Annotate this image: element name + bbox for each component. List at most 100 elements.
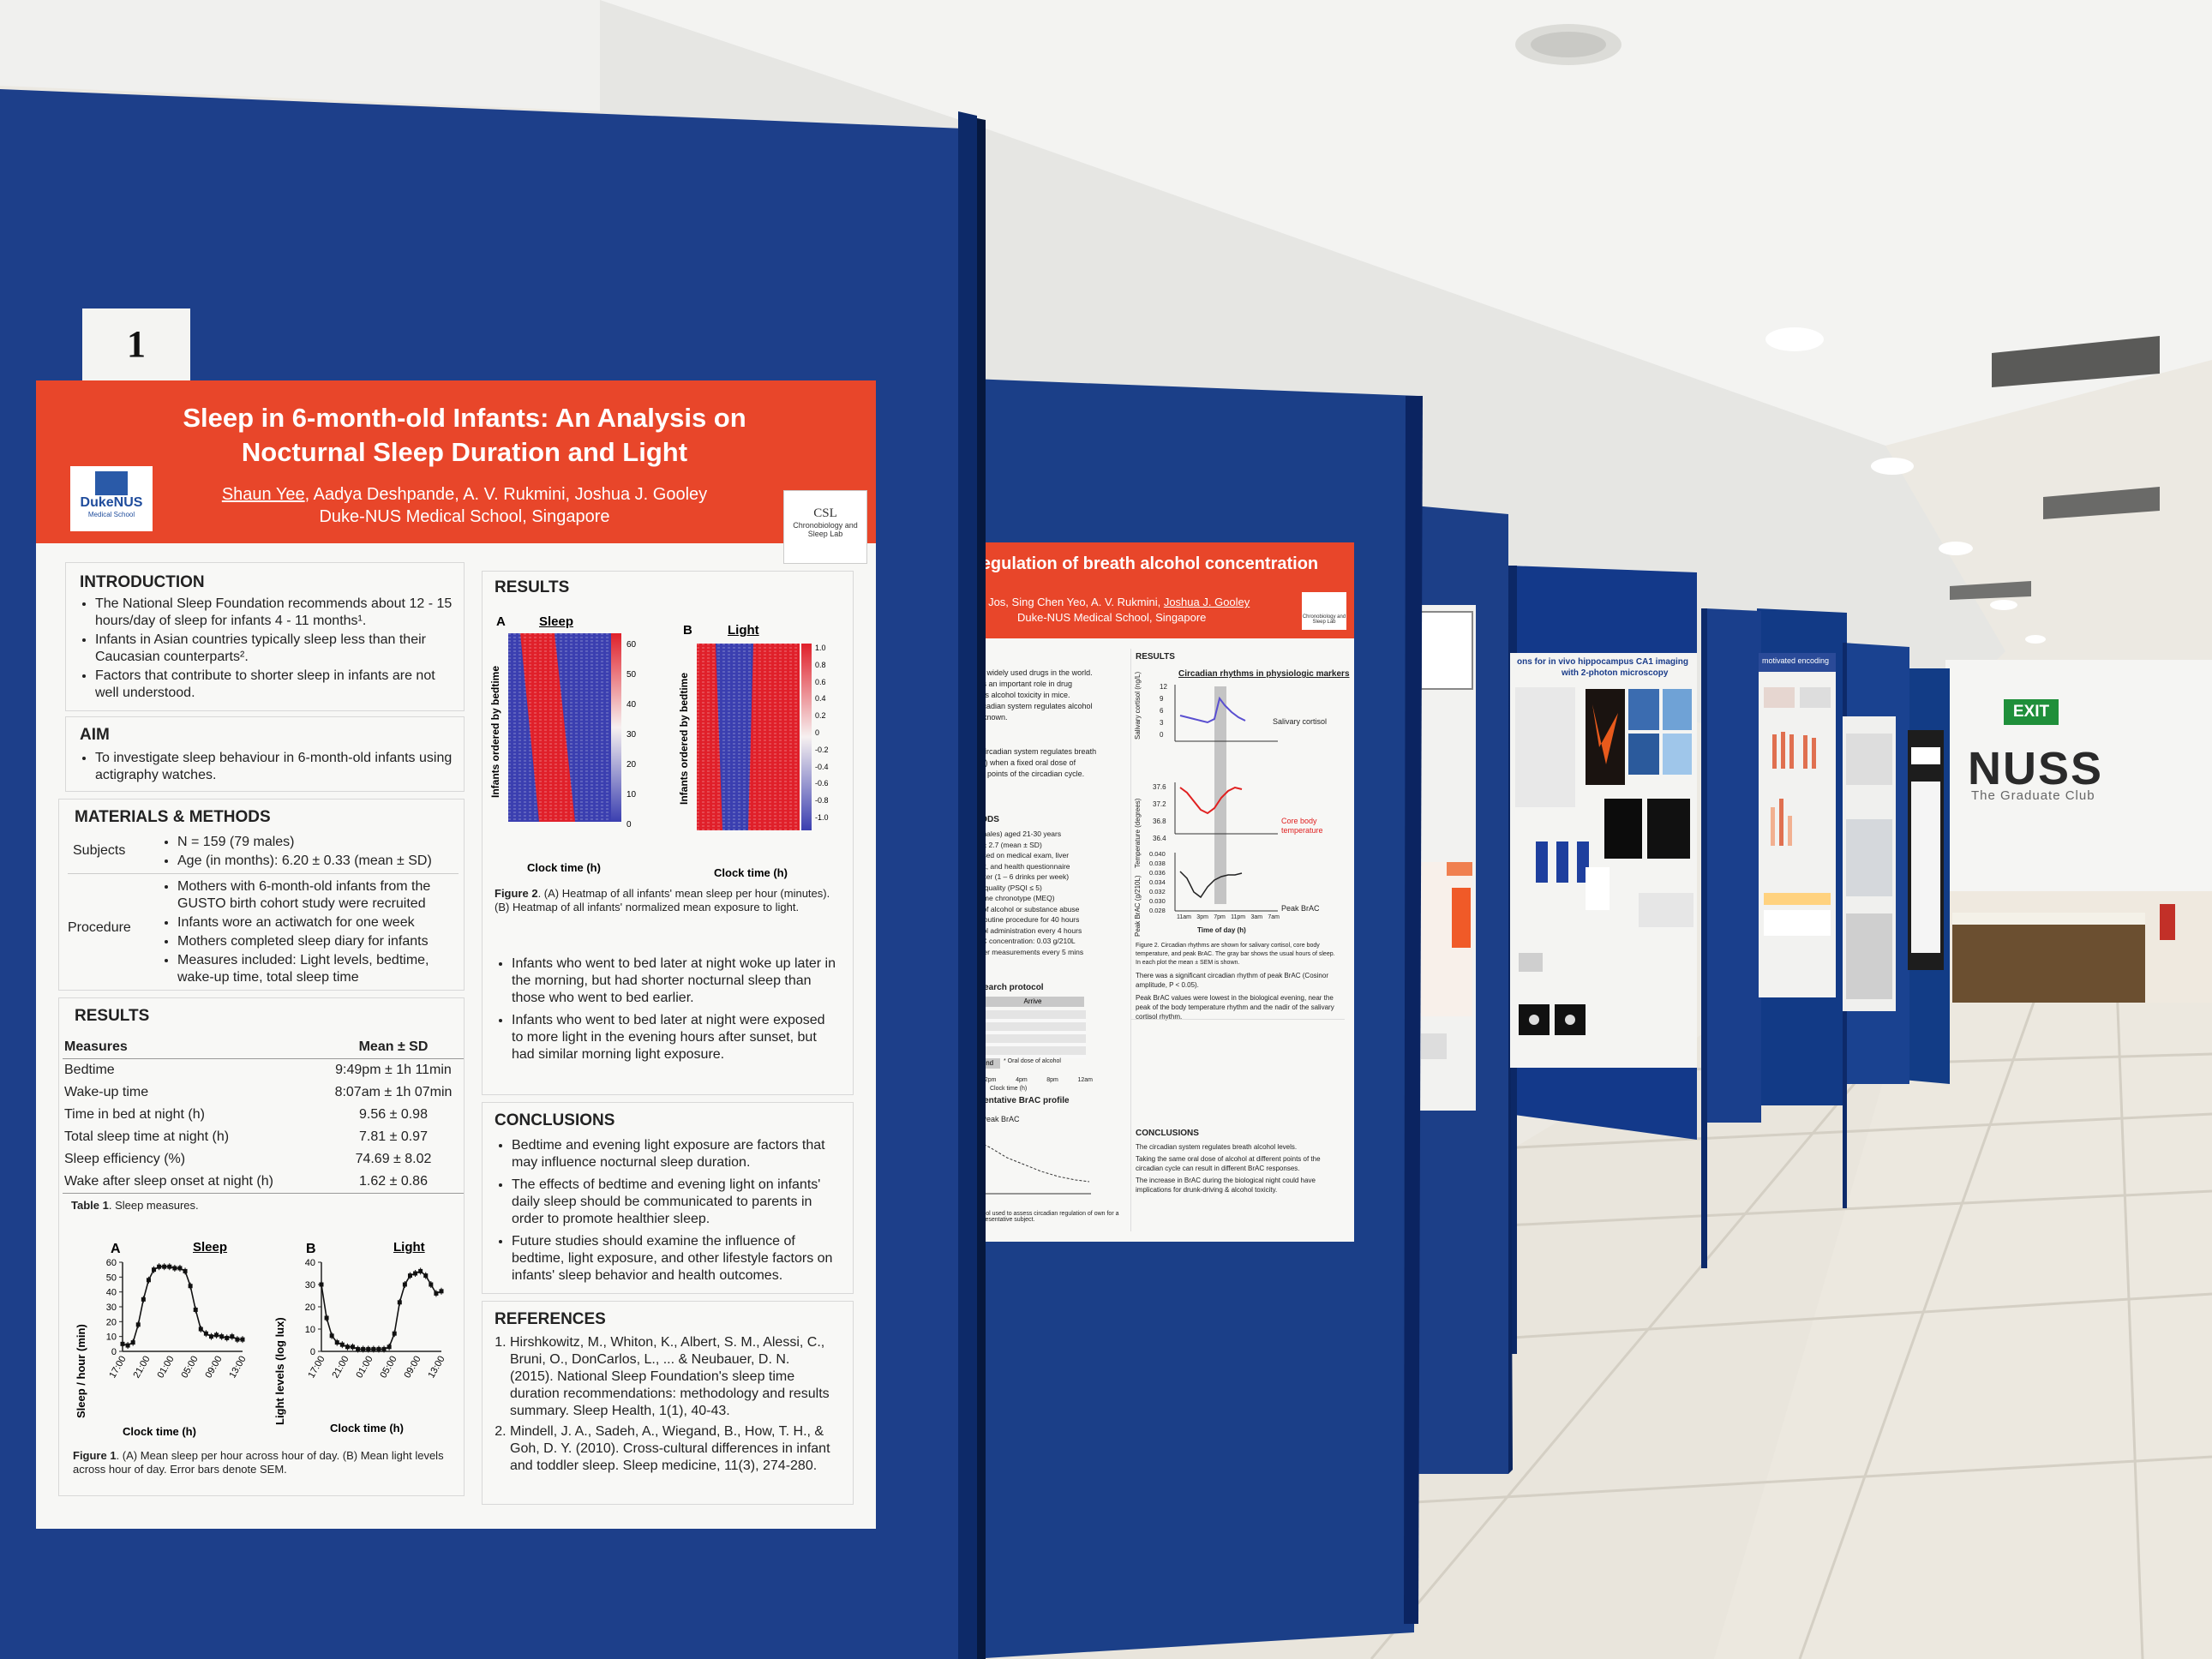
fig1-light-y-tick-label: 30 <box>305 1280 315 1291</box>
poster2-fig2-caption: Figure 2. Circadian rhythms are shown fo… <box>1136 943 1335 966</box>
fig1-sleep-x-tick-label: 09:00 <box>203 1355 224 1381</box>
poster1-references-heading: REFERENCES <box>495 1310 606 1328</box>
fig1-sleep-series-line <box>122 1266 243 1346</box>
poster2-brac-profile <box>974 1140 1091 1195</box>
fig1-a-xlabel: Clock time (h) <box>123 1425 196 1438</box>
fig1-sleep-chart: 0 10 20 30 40 50 60 17:00 21:00 01:00 05:00 09:00 13… <box>106 1258 249 1381</box>
poster2-brac-series-label: Peak BrAC <box>1281 904 1320 913</box>
poster2-brac-ticks: 0.040 0.038 0.036 0.034 0.032 0.030 0.028 <box>1149 850 1166 914</box>
poster1-aim: AIM To investigate sleep behaviour in 6-… <box>65 716 465 792</box>
fig1-light-series-line <box>321 1270 442 1351</box>
fig2-light-heatmap <box>697 644 800 830</box>
fig2-b-scale: 1.0 0.8 0.6 0.4 0.2 0 -0.2 -0.4 -0.6 -0.8 -1.0 <box>815 644 829 822</box>
poster-partial-3 <box>1418 605 1476 1111</box>
fig1-sleep-x-tick-label: 05:00 <box>179 1355 200 1381</box>
poster2-methods: 1 males) aged 21-30 years .9 ± 2.7 (mean … <box>974 830 1084 956</box>
poster1-aim-list: To investigate sleep behaviour in 6-mont… <box>80 750 457 786</box>
poster2-protocol-times: 12pm 4pm 8pm 12am <box>981 1077 1093 1083</box>
table-row: Sleep efficiency (%) 74.69 ± 8.02 <box>64 1152 432 1166</box>
table-row: Time in bed at night (h) 9.56 ± 0.98 <box>64 1107 428 1122</box>
poster1-procedure-list: Mothers with 6-month-old infants from th… <box>162 878 458 988</box>
poster2-protocol-heading: esearch protocol <box>974 983 1044 992</box>
fig1-sleep-y-tick-label: 40 <box>106 1288 117 1298</box>
poster2-cortisol-ticks: 12 9 6 3 0 <box>1160 683 1167 739</box>
fig2-sleep-heatmap <box>508 633 611 822</box>
fig1-light-x-tick-label: 17:00 <box>306 1355 327 1381</box>
poster2-logo: Chronobiology and Sleep Lab <box>1302 592 1346 630</box>
table-row: Wake-up time 8:07am ± 1h 07min <box>64 1085 453 1099</box>
poster2-intro: ost widely used drugs in the world. ays a… <box>974 668 1093 722</box>
poster-far-2 <box>1908 730 1944 970</box>
poster2-result-items: There was a significant circadian rhythm… <box>1136 972 1334 1021</box>
poster2-protocol-bars <box>974 1010 1086 1058</box>
poster2-results-fig-title: Circadian rhythms in physiologic markers <box>1178 669 1350 679</box>
poster2-bottom-caption: otocol used to assess circadian regulati… <box>974 1211 1119 1223</box>
poster4-title: motivated encoding <box>1762 656 1830 665</box>
poster1-subjects-list: N = 159 (79 males)Age (in months): 6.20 … <box>162 834 458 871</box>
poster1-header <box>36 380 876 543</box>
poster2-conclusion-items: The circadian system regulates breath al… <box>1136 1143 1321 1194</box>
poster2-affiliation: Duke-NUS Medical School, Singapore <box>1017 611 1207 624</box>
poster1-fig2-caption: Figure 2. (A) Heatmap of all infants' me… <box>495 887 830 913</box>
fig1-a-title: Sleep <box>193 1240 228 1255</box>
poster1-subjects-label: Subjects <box>73 843 126 858</box>
poster2-methods-heading: HODS <box>974 815 999 824</box>
fig1-sleep-x-tick-label: 13:00 <box>227 1355 248 1381</box>
poster4-figures <box>1764 687 1831 936</box>
poster2-time-ticks: 11am 3pm 7pm 11pm 3am 7am <box>1177 914 1280 920</box>
fig2-a-scale: 60 50 40 30 20 10 0 <box>626 640 637 830</box>
poster2-circadian-chart <box>1174 685 1278 912</box>
poster2-results-heading: RESULTS <box>1136 652 1175 662</box>
poster-breath-alcohol: regulation of breath alcohol concentrati… <box>973 542 1354 1242</box>
poster1-conclusions: CONCLUSIONS Bedtime and evening light ex… <box>482 1102 854 1294</box>
poster1-introduction: INTRODUCTION The National Sleep Foundati… <box>65 562 465 711</box>
poster1-procedure-label: Procedure <box>68 920 131 935</box>
fig1-panel-b: B <box>306 1242 316 1256</box>
fig1-light-y-tick-label: 10 <box>305 1325 315 1335</box>
poster1-conclusions-heading: CONCLUSIONS <box>495 1111 615 1129</box>
poster-motivated-encoding: motivated encoding <box>1759 653 1836 997</box>
fig2-a-colorbar <box>611 633 621 822</box>
poster1-intro-heading: INTRODUCTION <box>80 573 205 591</box>
poster1-fig1-caption: Figure 1. (A) Mean sleep per hour across… <box>73 1449 444 1476</box>
poster2-time-xlabel: Time of day (h) <box>1197 926 1246 934</box>
fig2-b-title: Light <box>728 623 759 638</box>
poster1-table-caption: Table 1. Sleep measures. <box>71 1199 199 1212</box>
poster1-results-left: RESULTS Measures Mean ± SD Bedtime 9:49pm … <box>58 997 465 1496</box>
fig1-light-x-tick-label: 05:00 <box>378 1355 399 1381</box>
fig1-panel-a: A <box>111 1242 121 1256</box>
fig1-sleep-y-tick-label: 0 <box>111 1347 117 1357</box>
poster2-authors: na Jos, Sing Chen Yeo, A. V. Rukmini, <box>973 596 1164 608</box>
poster1-results-left-heading: RESULTS <box>75 1007 150 1025</box>
poster2-aim: e circadian system regulates breath AC) w… <box>974 747 1097 778</box>
poster2-protocol-legend: * Oral dose of alcohol <box>1004 1058 1061 1064</box>
fig1-sleep-y-tick-label: 20 <box>106 1317 117 1327</box>
fig2-a-xlabel: Clock time (h) <box>527 861 601 874</box>
table-row: Bedtime 9:49pm ± 1h 11min <box>64 1063 452 1077</box>
poster2-protocol-arrive: Arrive <box>981 997 1084 1007</box>
poster-infant-sleep: Sleep in 6-month-old Infants: An Analysi… <box>36 380 876 1529</box>
table-row: Total sleep time at night (h) 7.81 ± 0.97 <box>64 1129 428 1144</box>
poster3-title-1: ons for in vivo hippocampus CA1 imaging <box>1517 657 1689 667</box>
venue-sign-subtitle: The Graduate Club <box>1971 788 2095 803</box>
fig1-light-y-tick-label: 40 <box>305 1258 315 1268</box>
fig2-panel-a: A <box>496 614 506 629</box>
fig1-b-title: Light <box>393 1240 425 1255</box>
fig1-light-chart: 0 10 20 30 40 17:00 21:00 01:00 05:00 09:00 13:00 <box>305 1258 447 1381</box>
fig1-b-xlabel: Clock time (h) <box>330 1422 404 1434</box>
poster-far-1 <box>1843 716 1896 1011</box>
board-number-card: 1 <box>82 308 190 380</box>
poster2-cortisol-label: Salivary cortisol <box>1273 717 1328 726</box>
poster3-title-2: with 2-photon microscopy <box>1562 668 1669 678</box>
poster1-results-right: RESULTS A Sleep B Light Infants ordered … <box>482 571 854 1095</box>
poster2-brac-heading: esentative BrAC profile <box>974 1096 1070 1105</box>
fig1-light-x-tick-label: 21:00 <box>330 1355 351 1381</box>
venue-sign: NUSS <box>1968 743 2104 794</box>
poster1-authors: Shaun Yee, Aadya Deshpande, A. V. Rukmin… <box>156 483 773 528</box>
fig1-light-x-tick-label: 09:00 <box>402 1355 423 1381</box>
poster1-aim-heading: AIM <box>80 726 110 744</box>
poster2-conclusions-heading: CONCLUSIONS <box>1136 1129 1199 1138</box>
poster2-protocol-xlabel: Clock time (h) <box>990 1086 1028 1092</box>
fig1-sleep-x-tick-label: 21:00 <box>131 1355 152 1381</box>
poster3-figures <box>1515 687 1693 1035</box>
